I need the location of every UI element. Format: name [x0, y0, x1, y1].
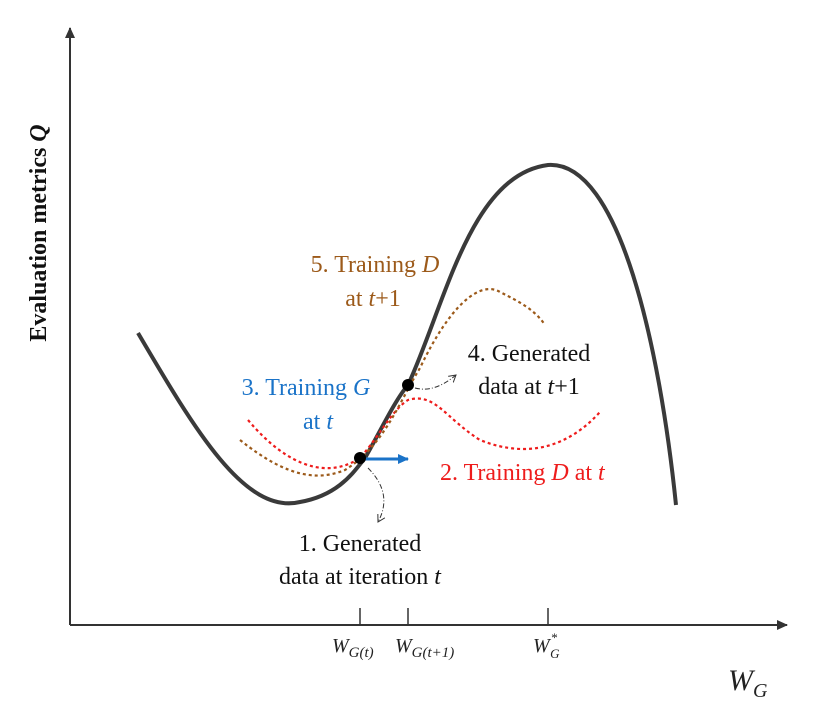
step5-label-line2: at t+1 [345, 286, 401, 312]
step3-label-line1: 3. Training G [242, 375, 371, 401]
step1-pointer-arrow [367, 467, 384, 522]
training-d-t1-curve [239, 287, 546, 477]
point-wg-t [354, 452, 366, 464]
point-wg-t1 [402, 379, 414, 391]
evaluation-metric-curve [136, 162, 678, 506]
tick-label-wg-t: WG(t) [332, 635, 374, 661]
step4-pointer-arrow [414, 375, 456, 390]
y-axis-label: Evaluation metrics Q [26, 124, 52, 341]
tick-label-wg-t1: WG(t+1) [395, 635, 454, 661]
step4-label-line1: 4. Generated [468, 341, 591, 367]
step3-label-line2: at t [303, 409, 334, 435]
step1-label-line2: data at iteration t [279, 564, 442, 590]
training-d-t-curve [247, 397, 601, 470]
step2-label: 2. Training D at t [440, 460, 606, 486]
x-axis-label: WG [728, 664, 768, 702]
step5-label-line1: 5. Training D [311, 252, 440, 278]
tick-label-wg-star: W* G [533, 630, 560, 661]
step1-label-line1: 1. Generated [299, 531, 422, 557]
step4-label-line2: data at t+1 [478, 374, 580, 400]
